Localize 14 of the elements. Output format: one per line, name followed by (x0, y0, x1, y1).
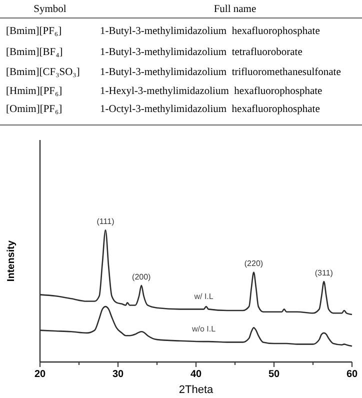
table: Symbol Full name [Bmim][PF₆] 1-Butyl-3-methylimidazolium hexafluorophosphate [Bmim][BF₄] 1-Butyl-3-methylimidazolium tetrafluoroborate [Bmim][CF₃SO₃] 1-Butyl-3-methylimidazolium trifluoromethanesulfonate [Hmim][PF₆] 1-Hexyl-3-methylimidazolium hexafluorophosphate [Omim][PF₆] 1-Octyl-3-methylimidazolium hexafluorophosphate (0, 4, 362, 126)
annotation: (200) (132, 272, 152, 282)
annotation: (111) (96, 217, 115, 226)
series-label: w/o I.L (191, 324, 216, 334)
x-tick-label: 40 (190, 369, 202, 380)
x-tick-label: 30 (112, 369, 124, 380)
x-tick-label: 20 (34, 369, 46, 380)
annotation: (220) (244, 259, 264, 268)
x-tick-label: 60 (346, 369, 358, 380)
x-tick-label: 50 (268, 369, 280, 380)
annotation: (311) (314, 268, 334, 278)
x-axis-title: 2Theta (178, 384, 214, 396)
series-label: w/ I.L (193, 292, 214, 302)
y-axis-title: Intensity (6, 240, 17, 282)
